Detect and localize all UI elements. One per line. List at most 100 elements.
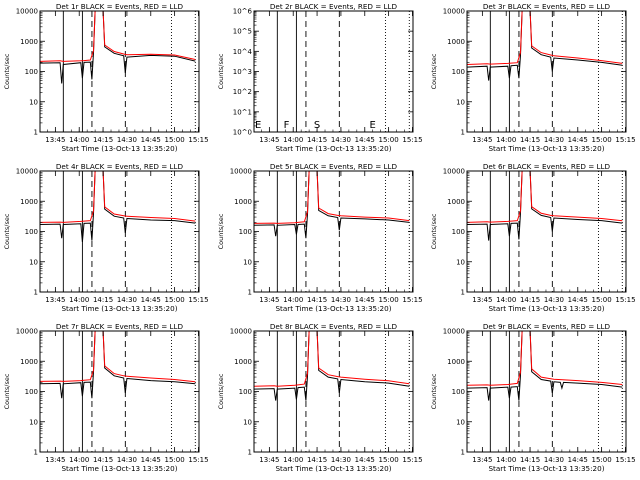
- y-axis: 1 10 100 1000 10000: [16, 328, 199, 457]
- y-tick-label: 1: [34, 449, 38, 457]
- y-tick-label: 1: [34, 289, 38, 297]
- plot-frame: [466, 330, 627, 453]
- x-tick-label: 14:00: [283, 296, 303, 304]
- x-tick-label: 14:00: [69, 456, 89, 464]
- series-group: [467, 11, 623, 81]
- x-tick-label: 13:45: [259, 136, 279, 144]
- annotation-letter: S: [314, 120, 320, 131]
- series-line-black: [467, 331, 623, 401]
- y-tick-label: 10^5: [233, 28, 252, 36]
- y-tick-label: 100: [25, 388, 38, 396]
- y-tick-label: 100: [452, 228, 465, 236]
- x-tick-label: 14:15: [93, 456, 113, 464]
- y-axis: 1 10 100 1000 10000: [443, 8, 626, 137]
- plot-frame: [466, 10, 627, 133]
- y-axis-label: Counts/sec: [430, 373, 438, 409]
- x-tick-label: 15:00: [165, 296, 185, 304]
- x-axis: 13:45 14:00 14:15 14:30 14:45 15:00 15:15: [472, 331, 636, 464]
- x-tick-label: 14:15: [520, 296, 540, 304]
- panel-det-4: Det 4r BLACK = Events, RED = LLD 1 10 100 10…: [3, 162, 209, 313]
- x-tick-label: 14:45: [141, 136, 161, 144]
- y-axis-label: Counts/sec: [430, 53, 438, 89]
- panel-det-5: Det 5r BLACK = Events, RED = LLD 1 10 100 10…: [217, 162, 423, 313]
- x-tick-label: 14:00: [496, 136, 516, 144]
- x-tick-label: 15:00: [592, 296, 612, 304]
- y-tick-label: 1: [34, 129, 38, 137]
- x-tick-label: 14:45: [355, 456, 375, 464]
- x-tick-label: 14:30: [331, 296, 351, 304]
- x-tick-label: 14:00: [496, 296, 516, 304]
- y-tick-label: 100: [452, 68, 465, 76]
- y-tick-label: 10000: [443, 8, 465, 16]
- x-axis: 13:45 14:00 14:15 14:30 14:45 15:00 15:15: [472, 171, 636, 304]
- panel-title: Det 8r BLACK = Events, RED = LLD: [270, 322, 398, 331]
- x-tick-label: 15:15: [402, 456, 422, 464]
- panel-det-6: Det 6r BLACK = Events, RED = LLD 1 10 100 10…: [430, 162, 636, 313]
- x-tick-label: 15:00: [165, 136, 185, 144]
- x-tick-label: 14:15: [93, 136, 113, 144]
- x-tick-label: 14:30: [331, 456, 351, 464]
- y-tick-label: 1000: [20, 38, 38, 46]
- x-tick-label: 14:45: [568, 296, 588, 304]
- y-tick-label: 10000: [16, 168, 38, 176]
- x-tick-label: 13:45: [45, 296, 65, 304]
- panel-title: Det 2r BLACK = Events, RED = LLD: [270, 2, 398, 11]
- y-axis-label: Counts/sec: [3, 213, 11, 249]
- annotation-letter: F: [284, 120, 290, 131]
- x-tick-label: 14:15: [520, 136, 540, 144]
- y-tick-label: 10: [29, 418, 38, 426]
- y-tick-label: 10^4: [233, 48, 253, 56]
- y-tick-label: 1: [461, 129, 465, 137]
- x-tick-label: 14:45: [568, 136, 588, 144]
- x-tick-label: 14:15: [307, 456, 327, 464]
- x-axis-label: Start Time (13-Oct-13 13:35:20): [489, 304, 605, 313]
- y-tick-label: 10: [456, 258, 465, 266]
- x-tick-label: 14:45: [141, 456, 161, 464]
- x-tick-label: 15:00: [165, 456, 185, 464]
- y-axis-label: Counts/sec: [430, 213, 438, 249]
- x-tick-label: 15:15: [402, 296, 422, 304]
- plot-frame: [466, 170, 627, 293]
- x-axis: 13:45 14:00 14:15 14:30 14:45 15:00 15:15: [45, 331, 209, 464]
- plot-frame: [39, 170, 200, 293]
- x-axis: 13:45 14:00 14:15 14:30 14:45 15:00 15:15: [259, 11, 423, 144]
- x-axis: 13:45 14:00 14:15 14:30 14:45 15:00 15:15: [472, 11, 636, 144]
- x-tick-label: 13:45: [45, 136, 65, 144]
- y-axis-label: Counts/sec: [217, 373, 225, 409]
- panel-title: Det 5r BLACK = Events, RED = LLD: [270, 162, 398, 171]
- x-tick-label: 13:45: [472, 136, 492, 144]
- y-axis-label: Counts/sec: [217, 53, 225, 89]
- x-tick-label: 14:30: [331, 136, 351, 144]
- series-group: [467, 171, 623, 241]
- y-tick-label: 10: [29, 258, 38, 266]
- y-tick-label: 1000: [447, 358, 465, 366]
- x-tick-label: 15:00: [379, 136, 399, 144]
- x-axis-label: Start Time (13-Oct-13 13:35:20): [276, 304, 392, 313]
- x-tick-label: 14:00: [69, 296, 89, 304]
- x-tick-label: 14:45: [141, 296, 161, 304]
- series-group: [40, 11, 196, 84]
- y-tick-label: 10: [456, 98, 465, 106]
- panel-title: Det 6r BLACK = Events, RED = LLD: [483, 162, 611, 171]
- x-tick-label: 15:15: [188, 296, 208, 304]
- panel-title: Det 3r BLACK = Events, RED = LLD: [483, 2, 611, 11]
- y-tick-label: 1000: [447, 38, 465, 46]
- x-tick-label: 15:15: [188, 456, 208, 464]
- y-axis-label: Counts/sec: [3, 373, 11, 409]
- y-tick-label: 10: [243, 258, 252, 266]
- panel-title: Det 1r BLACK = Events, RED = LLD: [56, 2, 184, 11]
- y-axis: 1 10 100 1000 10000: [16, 168, 199, 297]
- x-axis: 13:45 14:00 14:15 14:30 14:45 15:00 15:15: [45, 11, 209, 144]
- plot-frame: [253, 170, 414, 293]
- y-tick-label: 100: [25, 228, 38, 236]
- x-tick-label: 14:30: [117, 296, 137, 304]
- x-tick-label: 14:00: [283, 136, 303, 144]
- x-axis: 13:45 14:00 14:15 14:30 14:45 15:00 15:15: [259, 331, 423, 464]
- annotation-letter: E: [255, 120, 261, 131]
- y-axis: 10^0 10^1 10^2 10^3 10^4 10^5 10^6: [233, 8, 413, 137]
- y-tick-label: 1: [461, 449, 465, 457]
- x-tick-label: 15:15: [615, 136, 635, 144]
- y-tick-label: 10000: [443, 168, 465, 176]
- series-line-red: [40, 11, 196, 62]
- y-tick-label: 1: [248, 449, 252, 457]
